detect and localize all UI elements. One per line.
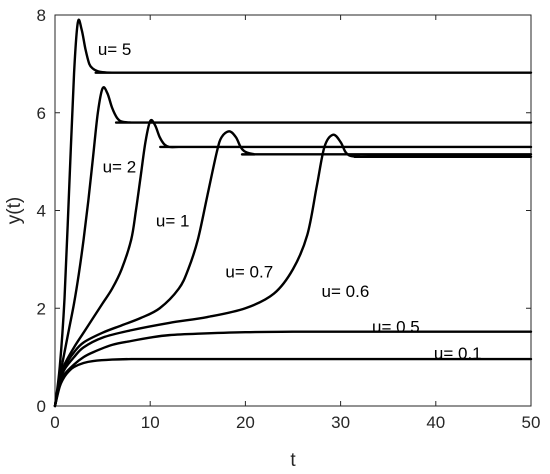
series-label-6: u= 0.1 xyxy=(434,344,482,363)
y-tick-label: 0 xyxy=(37,397,46,416)
x-tick-label: 40 xyxy=(426,413,445,432)
x-tick-label: 10 xyxy=(141,413,160,432)
axis-ticks: 0 10 20 30 40 50 0 2 4 6 8 xyxy=(37,6,541,432)
series-line-5 xyxy=(53,330,533,408)
y-tick-label: 8 xyxy=(37,6,46,25)
x-tick-label: 30 xyxy=(331,413,350,432)
series-line-6 xyxy=(53,357,533,408)
y-tick-label: 2 xyxy=(37,299,46,318)
series-labels: u= 5 u= 2 u= 1 u= 0.7 u= 0.6u= 0.5 u= 0.1 xyxy=(98,40,482,363)
series-label-2: u= 1 xyxy=(156,211,190,230)
x-tick-label: 0 xyxy=(50,413,59,432)
y-axis-label: y(t) xyxy=(4,197,25,224)
series-line-2 xyxy=(53,118,533,408)
series-label-0: u= 5 xyxy=(98,40,132,59)
series-line-3 xyxy=(53,130,533,408)
series-curves xyxy=(53,18,533,408)
y-tick-label: 6 xyxy=(37,104,46,123)
x-tick-label: 50 xyxy=(522,413,541,432)
series-label-4: u= 0.6 xyxy=(322,282,370,301)
x-tick-label: 20 xyxy=(236,413,255,432)
series-label-3: u= 0.7 xyxy=(225,263,273,282)
series-label-1: u= 2 xyxy=(103,158,137,177)
y-tick-label: 4 xyxy=(37,202,46,221)
x-axis-label: t xyxy=(290,450,296,471)
series-line-1 xyxy=(53,86,533,408)
series-label-5: u= 0.5 xyxy=(372,317,420,336)
series-line-0 xyxy=(53,18,533,408)
series-line-4 xyxy=(53,133,533,408)
